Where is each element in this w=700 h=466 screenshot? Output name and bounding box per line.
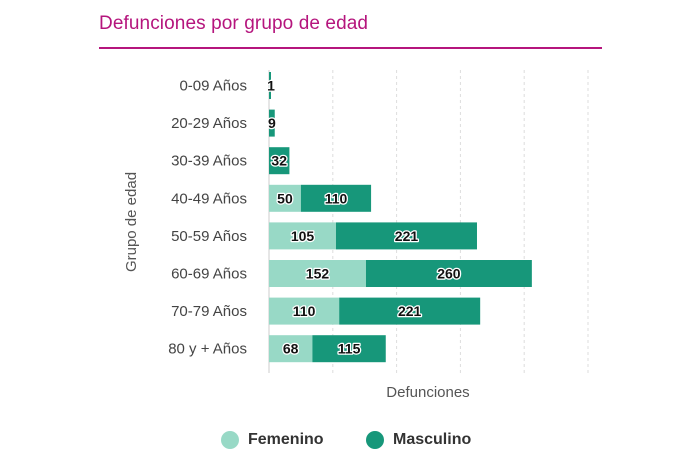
x-axis-title: Defunciones [386, 384, 469, 401]
data-label: 260 [437, 266, 461, 282]
bar-masculino[interactable] [269, 72, 271, 99]
data-label: 110 [325, 190, 348, 206]
category-label: 40-49 Años [171, 190, 247, 207]
category-label: 80 y + Años [168, 341, 247, 358]
bar-masculino[interactable] [269, 147, 290, 175]
data-label: 50 [277, 190, 293, 206]
data-labels: 1 9 32 50 110 105 221 152 260 110 221 68 115 [266, 76, 462, 358]
data-label: 32 [271, 153, 287, 169]
bar-masculino[interactable] [300, 184, 372, 212]
data-label: 221 [395, 228, 419, 244]
bar-masculino[interactable] [312, 335, 386, 363]
chart-title: Defunciones por grupo de edad [99, 13, 369, 34]
data-label: 9 [268, 115, 276, 131]
bar-femenino[interactable] [269, 335, 313, 363]
legend-label: Masculino [393, 431, 472, 448]
legend-marker [221, 431, 239, 449]
bar-masculino[interactable] [339, 297, 481, 325]
bar-masculino[interactable] [335, 222, 477, 250]
bar-masculino[interactable] [269, 109, 275, 137]
data-label: 1 [267, 78, 275, 94]
title-underline [99, 47, 602, 49]
data-label: 105 [291, 228, 315, 244]
bar-femenino[interactable] [269, 184, 301, 212]
category-labels: 0-09 Años 20-29 Años 30-39 Años 40-49 Años 5… [168, 78, 247, 358]
bar-femenino[interactable] [269, 297, 340, 325]
legend-item-masculino[interactable]: Masculino [366, 431, 471, 449]
data-label: 110 [293, 303, 316, 319]
category-label: 70-79 Años [171, 303, 247, 320]
data-label: 115 [338, 341, 361, 357]
gridlines [268, 70, 589, 373]
data-label: 221 [398, 303, 422, 319]
category-label: 60-69 Años [171, 266, 247, 283]
category-label: 30-39 Años [171, 153, 247, 170]
legend: Femenino Masculino [0, 431, 700, 453]
bar-masculino[interactable] [365, 260, 532, 287]
legend-marker [366, 431, 384, 449]
bars [269, 72, 532, 363]
y-axis-title: Grupo de edad [123, 172, 140, 272]
category-label: 20-29 Años [171, 115, 247, 132]
category-label: 50-59 Años [171, 228, 247, 245]
category-label: 0-09 Años [179, 78, 247, 95]
legend-label: Femenino [248, 431, 324, 448]
bar-chart: 0-09 Años 20-29 Años 30-39 Años 40-49 Años 5… [123, 70, 589, 401]
data-label: 68 [283, 341, 299, 357]
bar-femenino[interactable] [269, 260, 366, 287]
bar-femenino[interactable] [269, 222, 336, 250]
legend-item-femenino[interactable]: Femenino [221, 431, 324, 449]
data-label: 152 [306, 266, 330, 282]
